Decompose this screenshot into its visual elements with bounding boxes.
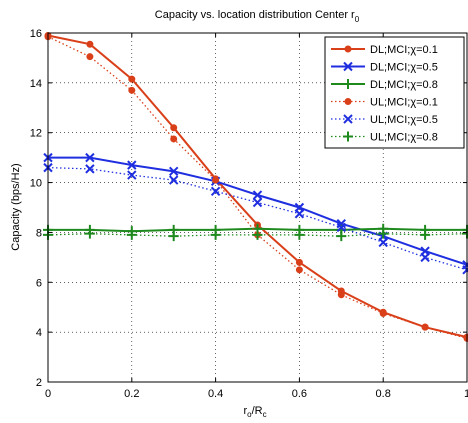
legend-marker	[343, 61, 353, 72]
data-point	[170, 124, 178, 132]
data-point	[294, 209, 305, 219]
data-point	[420, 229, 431, 240]
y-tick-label: 4	[36, 327, 42, 339]
x-tick-label: 1	[464, 388, 468, 400]
x-tick-label: 0	[45, 388, 51, 400]
x-tick-label: 0.4	[208, 388, 223, 400]
data-point	[210, 229, 221, 240]
data-point	[168, 175, 179, 185]
data-point	[84, 228, 95, 239]
series-line	[47, 166, 468, 271]
data-point	[336, 222, 347, 233]
legend-marker	[343, 79, 353, 89]
legend-marker	[343, 131, 353, 142]
legend-label: UL;MCI;χ=0.1	[370, 97, 438, 109]
data-point	[252, 229, 263, 240]
y-tick-label: 16	[30, 28, 42, 40]
data-point	[378, 228, 389, 239]
y-tick-label: 12	[30, 128, 42, 140]
legend-marker	[344, 98, 352, 105]
legend-marker	[343, 114, 353, 124]
series-5	[43, 162, 468, 275]
data-point	[252, 197, 263, 208]
chart-title-subscript: 0	[355, 15, 360, 24]
x-axis-label-sub-o: o	[247, 410, 252, 419]
data-point	[294, 229, 305, 240]
y-tick-label: 10	[30, 178, 42, 190]
legend-entry: DL;MCI;χ=0.8	[331, 79, 438, 91]
legend-entry: UL;MCI;χ=0.5	[331, 114, 438, 126]
data-point	[168, 166, 179, 177]
data-point	[127, 160, 137, 170]
legend-entry: UL;MCI;χ=0.1	[331, 97, 438, 109]
legend-entry: UL;MCI;χ=0.8	[331, 131, 438, 144]
data-point	[210, 186, 221, 197]
data-point	[379, 309, 387, 317]
x-tick-label: 0.8	[376, 388, 391, 400]
data-point	[168, 231, 179, 242]
legend-entry: DL;MCI;χ=0.5	[331, 62, 438, 74]
data-point	[86, 40, 94, 48]
data-point	[252, 190, 263, 200]
data-point	[421, 323, 429, 331]
x-tick-label: 0.6	[292, 388, 307, 400]
x-axis-label-sub-c: c	[263, 410, 267, 419]
data-point	[212, 176, 220, 184]
series-layer	[43, 31, 468, 342]
data-point	[127, 170, 137, 180]
legend-label: UL;MCI;χ=0.8	[370, 132, 438, 144]
data-point	[128, 75, 136, 83]
data-point	[170, 135, 178, 143]
legend-label: DL;MCI;χ=0.1	[370, 44, 438, 56]
data-point	[128, 86, 136, 94]
data-point	[295, 258, 303, 266]
legend-label: DL;MCI;χ=0.8	[370, 79, 438, 91]
x-tick-label: 0.2	[124, 388, 139, 400]
series-line	[48, 156, 468, 266]
y-tick-label: 2	[36, 377, 42, 389]
y-axis-label: Capacity (bps/Hz)	[10, 163, 22, 250]
legend-label: DL;MCI;χ=0.5	[370, 62, 438, 74]
series-6	[43, 228, 468, 242]
chart-title: Capacity vs. location distribution Cente…	[155, 9, 360, 24]
legend: DL;MCI;χ=0.1 DL;MCI;χ=0.5 DL;MCI;χ=0.8 UL;M…	[324, 36, 465, 149]
data-point	[295, 266, 303, 274]
y-tick-label: 8	[36, 227, 42, 239]
series-2	[43, 152, 468, 270]
x-axis-label: ro/Rc	[243, 405, 266, 419]
x-axis-label-mid: /R	[252, 405, 263, 417]
data-point	[85, 164, 95, 174]
plot-frame	[47, 32, 468, 383]
data-point	[85, 152, 95, 163]
data-point	[378, 237, 388, 248]
legend-marker	[344, 45, 352, 53]
legend-entry: DL;MCI;χ=0.1	[331, 44, 438, 56]
data-point	[420, 252, 430, 263]
data-point	[126, 229, 137, 240]
y-tick-label: 14	[30, 78, 42, 90]
legend-label: UL;MCI;χ=0.5	[370, 114, 438, 126]
series-line	[47, 233, 468, 237]
data-point	[336, 218, 347, 229]
data-point	[337, 291, 345, 299]
data-point	[336, 231, 347, 242]
legend-box	[324, 36, 465, 149]
y-tick-label: 6	[36, 277, 42, 289]
data-point	[86, 53, 94, 61]
